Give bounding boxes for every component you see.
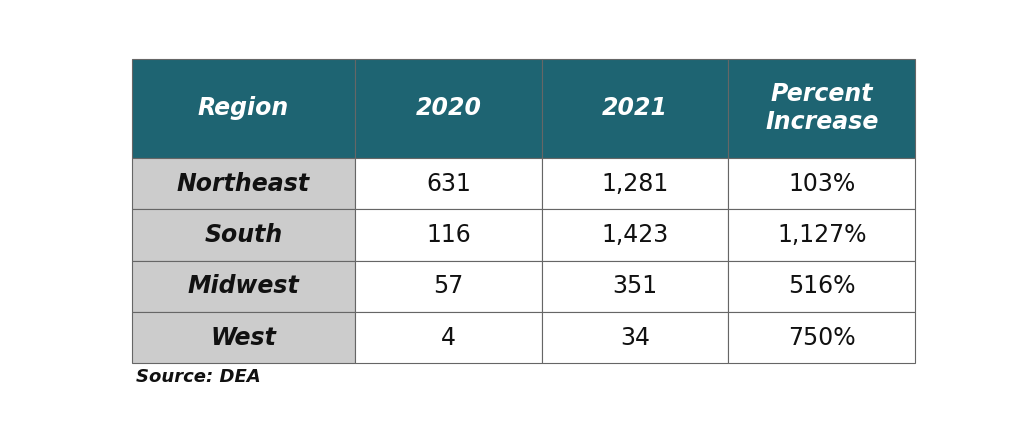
FancyBboxPatch shape [356,158,542,209]
Text: 1,127%: 1,127% [777,223,867,247]
Text: South: South [204,223,282,247]
Text: 351: 351 [612,274,658,298]
Text: 34: 34 [620,325,650,349]
FancyBboxPatch shape [356,59,542,158]
Text: 1,281: 1,281 [602,171,668,195]
Text: 4: 4 [442,325,456,349]
FancyBboxPatch shape [356,260,542,312]
Text: 57: 57 [433,274,464,298]
FancyBboxPatch shape [729,158,915,209]
Text: Northeast: Northeast [177,171,310,195]
FancyBboxPatch shape [542,260,729,312]
Text: Region: Region [198,96,289,120]
FancyBboxPatch shape [729,209,915,260]
FancyBboxPatch shape [356,312,542,363]
FancyBboxPatch shape [132,312,356,363]
Text: 2020: 2020 [416,96,481,120]
Text: 516%: 516% [788,274,855,298]
Text: 1,423: 1,423 [602,223,668,247]
Text: 2021: 2021 [602,96,668,120]
FancyBboxPatch shape [729,312,915,363]
FancyBboxPatch shape [356,209,542,260]
Text: 631: 631 [426,171,471,195]
Text: 103%: 103% [788,171,855,195]
FancyBboxPatch shape [542,158,729,209]
Text: Percent
Increase: Percent Increase [765,82,879,134]
FancyBboxPatch shape [542,209,729,260]
FancyBboxPatch shape [542,312,729,363]
FancyBboxPatch shape [132,158,356,209]
Text: Midwest: Midwest [188,274,299,298]
FancyBboxPatch shape [132,260,356,312]
FancyBboxPatch shape [542,59,729,158]
Text: 750%: 750% [788,325,855,349]
FancyBboxPatch shape [729,260,915,312]
Text: Source: DEA: Source: DEA [136,368,261,386]
FancyBboxPatch shape [132,209,356,260]
Text: 116: 116 [426,223,471,247]
FancyBboxPatch shape [729,59,915,158]
FancyBboxPatch shape [132,59,356,158]
Text: West: West [211,325,276,349]
